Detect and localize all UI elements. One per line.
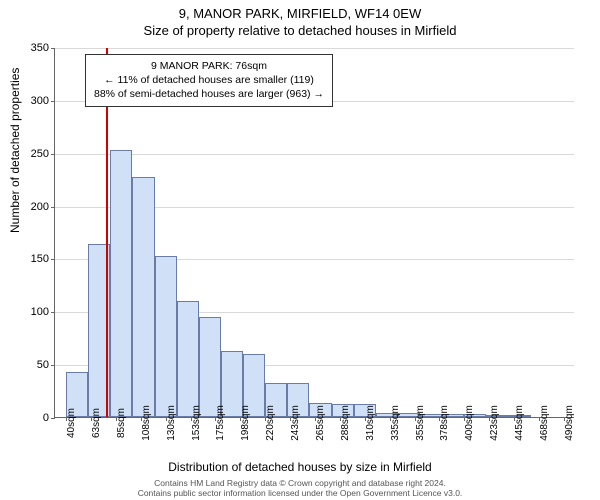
x-tick-label: 85sqm: [116, 408, 127, 438]
chart-title-main: 9, MANOR PARK, MIRFIELD, WF14 0EW: [0, 0, 600, 21]
y-tick-label: 250: [31, 148, 55, 160]
chart-plot-area: 05010015020025030035040sqm63sqm85sqm108s…: [54, 48, 574, 418]
histogram-bar: [199, 317, 221, 417]
histogram-bar: [110, 150, 132, 417]
y-tick-label: 200: [31, 201, 55, 213]
footer-line-1: Contains HM Land Registry data © Crown c…: [0, 478, 600, 488]
x-tick-label: 63sqm: [91, 408, 102, 438]
y-tick-label: 0: [43, 412, 55, 424]
y-tick-label: 50: [37, 359, 55, 371]
grid-line: [55, 154, 574, 155]
x-tick-label: 175sqm: [215, 405, 226, 441]
x-tick-label: 130sqm: [166, 405, 177, 441]
x-tick-label: 310sqm: [365, 405, 376, 441]
x-tick-label: 243sqm: [290, 405, 301, 441]
y-tick-label: 150: [31, 253, 55, 265]
y-axis-label: Number of detached properties: [8, 68, 22, 233]
x-tick-label: 445sqm: [514, 405, 525, 441]
x-tick-label: 355sqm: [415, 405, 426, 441]
x-tick-label: 108sqm: [141, 405, 152, 441]
x-tick-label: 265sqm: [315, 405, 326, 441]
x-tick-label: 378sqm: [439, 405, 450, 441]
histogram-bar: [177, 301, 199, 417]
y-tick-label: 100: [31, 306, 55, 318]
histogram-bar: [132, 177, 154, 417]
x-tick-label: 335sqm: [390, 405, 401, 441]
x-tick-label: 490sqm: [564, 405, 575, 441]
grid-line: [55, 48, 574, 49]
x-tick-label: 198sqm: [240, 405, 251, 441]
info-box-line-3: 88% of semi-detached houses are larger (…: [94, 87, 324, 101]
x-tick-label: 423sqm: [489, 405, 500, 441]
x-tick-label: 288sqm: [340, 405, 351, 441]
chart-footer: Contains HM Land Registry data © Crown c…: [0, 478, 600, 498]
x-tick-label: 40sqm: [66, 408, 77, 438]
x-tick-label: 153sqm: [191, 405, 202, 441]
chart-container: 9, MANOR PARK, MIRFIELD, WF14 0EW Size o…: [0, 0, 600, 500]
x-tick-label: 220sqm: [265, 405, 276, 441]
x-tick-label: 468sqm: [539, 405, 550, 441]
x-axis-label: Distribution of detached houses by size …: [0, 460, 600, 474]
info-box: 9 MANOR PARK: 76sqm← 11% of detached hou…: [85, 54, 333, 107]
chart-title-sub: Size of property relative to detached ho…: [0, 21, 600, 38]
info-box-line-1: 9 MANOR PARK: 76sqm: [94, 59, 324, 73]
histogram-bar: [155, 256, 177, 417]
y-tick-label: 350: [31, 42, 55, 54]
footer-line-2: Contains public sector information licen…: [0, 488, 600, 498]
y-tick-label: 300: [31, 95, 55, 107]
info-box-line-2: ← 11% of detached houses are smaller (11…: [94, 73, 324, 87]
x-tick-label: 400sqm: [464, 405, 475, 441]
